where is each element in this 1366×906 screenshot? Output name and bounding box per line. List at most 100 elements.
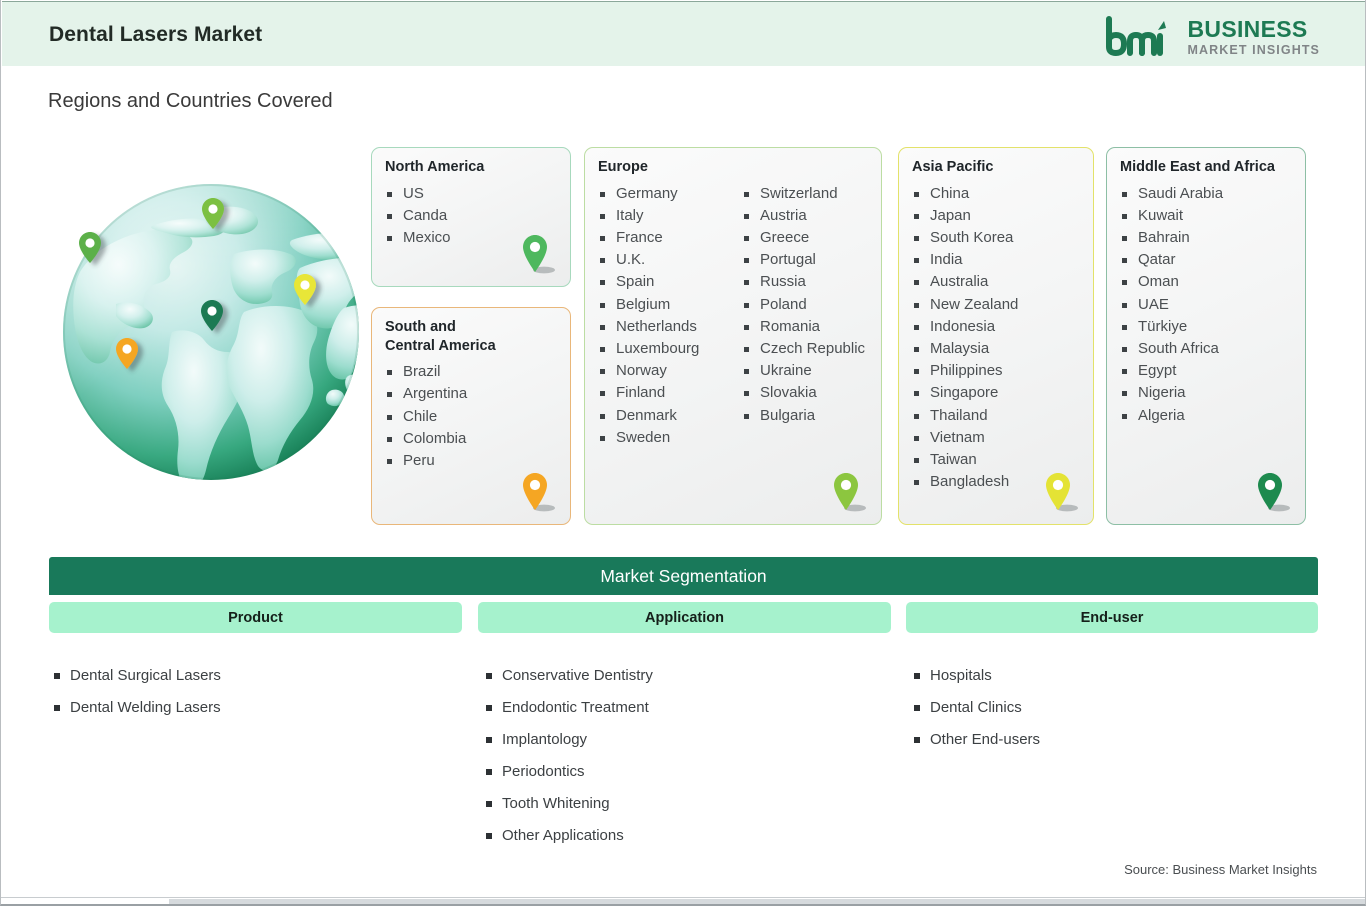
section-heading: Regions and Countries Covered <box>48 90 333 112</box>
logo-brand-text: BUSINESS <box>1187 15 1308 42</box>
logo-wordmark: BUSINESS MARKET INSIGHTS <box>1188 16 1320 57</box>
list-item: Denmark <box>598 405 742 427</box>
scrollbar-thumb[interactable] <box>169 899 1365 904</box>
world-globe-graphic <box>56 180 366 490</box>
list-item: Italy <box>598 205 742 227</box>
list-item: China <box>912 183 1080 205</box>
list-item: India <box>912 249 1080 271</box>
list-item: Japan <box>912 205 1080 227</box>
bmi-logo-icon <box>1105 16 1166 56</box>
page-title: Dental Lasers Market <box>49 23 263 46</box>
list-item: US <box>385 183 557 205</box>
list-item: Qatar <box>1120 249 1292 271</box>
list-item: South Korea <box>912 227 1080 249</box>
list-item: Dental Surgical Lasers <box>53 660 462 692</box>
region-card-europe: Europe Germany Italy France U.K. Spain B… <box>584 147 882 525</box>
region-title-north-america: North America <box>385 159 485 175</box>
south-central-america-pin <box>116 338 138 369</box>
list-item: Philippines <box>912 360 1080 382</box>
list-item: Bahrain <box>1120 227 1292 249</box>
segmentation-column-application: Application Conservative Dentistry Endod… <box>478 602 891 852</box>
list-item: Hospitals <box>913 660 1318 692</box>
middle-east-africa-pin <box>201 300 223 331</box>
region-title-europe: Europe <box>598 159 648 175</box>
list-item: Periodontics <box>485 756 891 788</box>
north-america-card-pin-icon <box>523 235 555 274</box>
list-item: U.K. <box>598 249 742 271</box>
list-item: Norway <box>598 360 742 382</box>
list-item: Netherlands <box>598 316 742 338</box>
list-item: Greece <box>742 227 868 249</box>
list-item: Taiwan <box>912 449 1080 471</box>
list-item: Finland <box>598 382 742 404</box>
segmentation-list-application: Conservative Dentistry Endodontic Treatm… <box>478 633 891 852</box>
list-item: Argentina <box>385 383 557 405</box>
list-item: Nigeria <box>1120 382 1292 404</box>
list-item: Poland <box>742 294 868 316</box>
brand-logo: BUSINESS MARKET INSIGHTS <box>1103 15 1320 57</box>
list-item: Bangladesh <box>912 471 1080 493</box>
list-item: Canda <box>385 205 557 227</box>
asia-pacific-card-pin-icon <box>1046 473 1078 512</box>
list-item: Ukraine <box>742 360 868 382</box>
list-item: Dental Clinics <box>913 692 1318 724</box>
list-item: South Africa <box>1120 338 1292 360</box>
list-item: Switzerland <box>742 183 868 205</box>
europe-pin <box>202 198 224 229</box>
list-item: Saudi Arabia <box>1120 183 1292 205</box>
region-card-asia-pacific: Asia Pacific China Japan South Korea Ind… <box>898 147 1094 525</box>
list-item: Portugal <box>742 249 868 271</box>
list-item: Russia <box>742 271 868 293</box>
list-item: Spain <box>598 271 742 293</box>
segmentation-title-product: Product <box>49 602 462 633</box>
list-item: Other Applications <box>485 820 891 852</box>
region-title-line-1: South and <box>385 319 456 335</box>
south-central-america-card-pin-icon <box>523 473 555 512</box>
list-item: France <box>598 227 742 249</box>
list-item: Tooth Whitening <box>485 788 891 820</box>
segmentation-list-end-user: Hospitals Dental Clinics Other End-users <box>906 633 1318 756</box>
list-item: Brazil <box>385 361 557 383</box>
list-item: Germany <box>598 183 742 205</box>
list-item: Mexico <box>385 227 557 249</box>
list-item: Austria <box>742 205 868 227</box>
list-item: Luxembourg <box>598 338 742 360</box>
list-item: Colombia <box>385 428 557 450</box>
list-item: Vietnam <box>912 427 1080 449</box>
list-item: Czech Republic <box>742 338 868 360</box>
list-item: Slovakia <box>742 382 868 404</box>
list-item: Dental Welding Lasers <box>53 692 462 724</box>
country-list-middle-east-and-africa: Saudi Arabia Kuwait Bahrain Qatar Oman U… <box>1120 183 1292 427</box>
list-item: Peru <box>385 450 557 472</box>
list-item: Egypt <box>1120 360 1292 382</box>
list-item: Implantology <box>485 724 891 756</box>
region-card-south-central-america: South and Central America Brazil Argenti… <box>371 307 571 525</box>
country-list-asia-pacific: China Japan South Korea India Australia … <box>912 183 1080 494</box>
list-item: Algeria <box>1120 405 1292 427</box>
list-item: Thailand <box>912 405 1080 427</box>
list-item: Sweden <box>598 427 742 449</box>
segmentation-title-application: Application <box>478 602 891 633</box>
europe-card-pin-icon <box>834 473 866 512</box>
segmentation-column-end-user: End-user Hospitals Dental Clinics Other … <box>906 602 1318 756</box>
region-title-middle-east-and-africa: Middle East and Africa <box>1120 159 1275 175</box>
list-item: Oman <box>1120 271 1292 293</box>
segmentation-column-product: Product Dental Surgical Lasers Dental We… <box>49 602 462 724</box>
country-list-europe-col-2: Switzerland Austria Greece Portugal Russ… <box>742 183 868 449</box>
list-item: Romania <box>742 316 868 338</box>
segmentation-title-end-user: End-user <box>906 602 1318 633</box>
list-item: Bulgaria <box>742 405 868 427</box>
title-bar: Dental Lasers Market BUSINESS MARKET INS… <box>2 1 1365 66</box>
logo-tagline-text: MARKET INSIGHTS <box>1187 42 1320 57</box>
region-title-asia-pacific: Asia Pacific <box>912 159 994 175</box>
north-america-pin <box>79 232 101 263</box>
list-item: Endodontic Treatment <box>485 692 891 724</box>
list-item: UAE <box>1120 294 1292 316</box>
market-segmentation-header: Market Segmentation <box>49 557 1318 595</box>
list-item: New Zealand <box>912 294 1080 316</box>
horizontal-scrollbar[interactable] <box>1 897 1365 904</box>
region-card-north-america: North America US Canda Mexico <box>371 147 571 287</box>
source-note: Source: Business Market Insights <box>1124 862 1317 877</box>
list-item: Singapore <box>912 382 1080 404</box>
middle-east-and-africa-card-pin-icon <box>1258 473 1290 512</box>
